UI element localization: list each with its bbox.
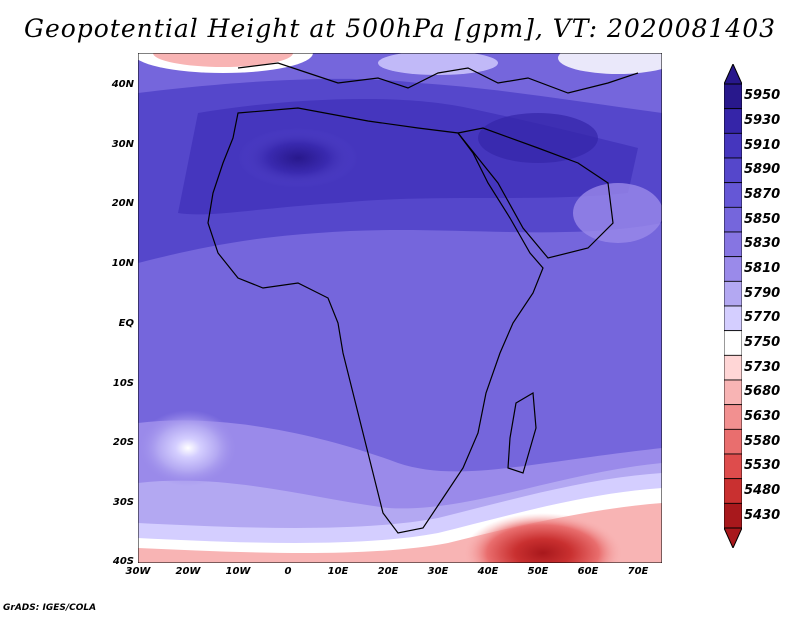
colorbar-swatch [724, 231, 742, 258]
coastline [207, 62, 639, 534]
colorbar-swatch [724, 354, 742, 381]
lon-label: 0 [284, 566, 292, 577]
colorbar-label: 5530 [744, 458, 781, 474]
colorbar-label: 5730 [744, 359, 781, 375]
colorbar-swatch [724, 305, 742, 332]
colorbar-swatch [724, 108, 742, 134]
lat-label: 20S [112, 437, 134, 448]
colorbar-swatch [724, 453, 742, 480]
lon-label: 10E [327, 566, 349, 577]
colorbar-swatch [724, 502, 742, 529]
page-title: Geopotential Height at 500hPa [gpm], VT:… [23, 14, 777, 43]
colorbar-swatch [724, 428, 742, 455]
lon-label: 30W [125, 566, 151, 577]
colorbar-swatch [724, 83, 742, 110]
lon-label: 70E [627, 566, 649, 577]
lon-label: 40E [477, 566, 499, 577]
colorbar-swatch [724, 132, 742, 159]
colorbar-swatch [724, 330, 742, 356]
lon-label: 50E [527, 566, 549, 577]
colorbar-label: 5850 [744, 211, 781, 227]
lat-label: 40N [111, 79, 134, 90]
colorbar-swatch [724, 157, 742, 184]
colorbar-swatch [724, 379, 742, 406]
colorbar-swatch [724, 256, 742, 282]
lat-label: 10S [112, 378, 134, 389]
colorbar-label: 5790 [744, 285, 781, 301]
lon-label: 20W [175, 566, 201, 577]
lon-label: 20E [377, 566, 399, 577]
colorbar-swatch [724, 478, 742, 504]
lat-label: 10N [111, 258, 134, 269]
colorbar-label: 5830 [744, 236, 781, 252]
colorbar-label: 5680 [744, 384, 781, 400]
lat-label: 30N [111, 139, 134, 150]
colorbar-swatch [724, 182, 742, 208]
colorbar-label: 5580 [744, 433, 781, 449]
colorbar-swatch [724, 280, 742, 307]
colorbar-label: 5910 [744, 137, 781, 153]
colorbar-label: 5750 [744, 335, 781, 350]
lat-label: 40S [112, 556, 134, 567]
colorbar-swatch [724, 206, 742, 233]
colorbar-label: 5430 [744, 507, 781, 523]
colorbar-label: 5770 [744, 310, 781, 326]
colorbar-swatch [724, 404, 742, 430]
lat-label: EQ [118, 318, 134, 329]
lat-label: 20N [111, 198, 134, 209]
height-field-map [138, 53, 662, 563]
colorbar-label: 5930 [744, 113, 781, 128]
lon-label: 60E [577, 566, 599, 577]
colorbar-label: 5890 [744, 162, 781, 178]
lon-label: 30E [427, 566, 449, 577]
colorbar-label: 5870 [744, 187, 781, 202]
lon-label: 10W [225, 566, 251, 577]
colorbar [724, 64, 742, 548]
colorbar-label: 5950 [744, 88, 781, 104]
credit-text: GrADS: IGES/COLA [3, 603, 97, 613]
lat-label: 30S [112, 497, 134, 508]
colorbar-label: 5480 [744, 483, 781, 498]
colorbar-label: 5630 [744, 409, 781, 424]
colorbar-label: 5810 [744, 261, 781, 276]
